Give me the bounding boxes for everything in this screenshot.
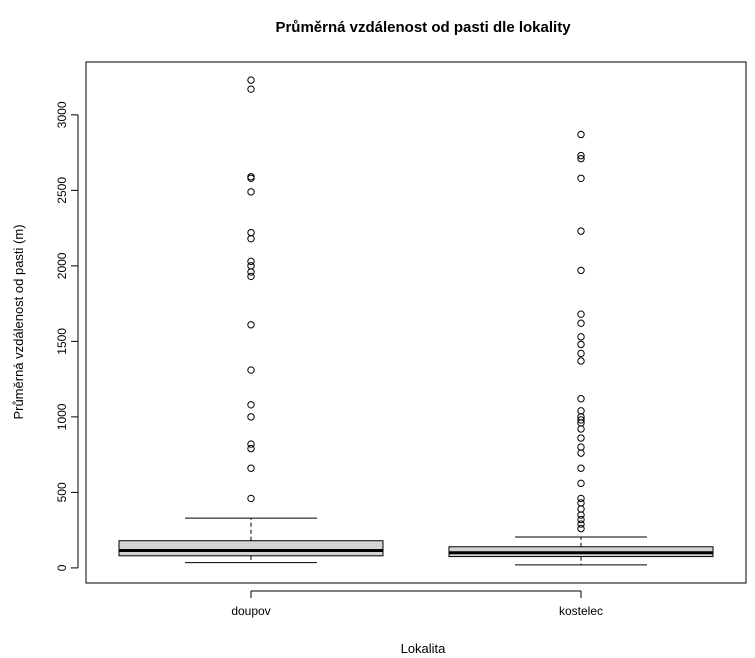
outlier-point — [577, 154, 585, 163]
outlier-point — [577, 443, 585, 451]
outlier-point — [577, 494, 585, 503]
iqr-box — [118, 540, 384, 557]
outlier-point — [577, 499, 585, 507]
y-tick-label: 3000 — [55, 101, 69, 128]
outlier-point — [577, 515, 585, 524]
outlier-point — [577, 310, 585, 318]
outlier-point — [577, 479, 585, 488]
y-tick-label: 0 — [55, 564, 69, 571]
y-tick-label: 1000 — [55, 403, 69, 430]
outlier-point — [247, 268, 255, 276]
outlier-point — [577, 130, 585, 139]
outlier-point — [247, 464, 255, 472]
outlier-point — [577, 449, 585, 457]
outlier-point — [247, 444, 255, 453]
outlier-point — [577, 395, 585, 403]
y-tick-label: 2000 — [55, 252, 69, 279]
y-tick-label: 1500 — [55, 328, 69, 355]
outlier-point — [577, 174, 585, 182]
plot-frame — [85, 61, 747, 584]
outlier-point — [247, 413, 255, 421]
box-group-kostelec — [448, 130, 714, 566]
y-axis-label: Průměrná vzdálenost od pasti (m) — [11, 224, 26, 419]
outlier-point — [247, 257, 255, 266]
outlier-point — [577, 520, 585, 528]
outlier-point — [247, 262, 255, 270]
outlier-point — [577, 333, 585, 341]
outlier-point — [247, 85, 255, 93]
boxes — [118, 76, 714, 566]
outlier-point — [247, 401, 255, 409]
outlier-point — [247, 234, 255, 243]
outlier-point — [247, 366, 255, 374]
x-tick-label: kostelec — [559, 604, 603, 618]
outlier-point — [577, 319, 585, 327]
outlier-point — [577, 340, 585, 349]
outlier-point — [577, 357, 585, 365]
x-tick-label: doupov — [231, 604, 270, 618]
chart-title: Průměrná vzdálenost od pasti dle lokalit… — [275, 19, 571, 36]
y-tick-label: 500 — [55, 482, 69, 502]
outlier-point — [247, 494, 255, 503]
outlier-point — [247, 173, 255, 181]
outlier-point — [247, 76, 255, 84]
outlier-point — [577, 464, 585, 472]
outlier-point — [577, 425, 585, 433]
outlier-point — [577, 416, 585, 424]
x-axis-label: Lokalita — [401, 641, 447, 656]
box-group-doupov — [118, 76, 384, 564]
outlier-point — [577, 151, 585, 160]
outlier-point — [247, 228, 255, 237]
y-axis: 0 500 1000 1500 2000 2500 3000 — [55, 101, 79, 571]
outlier-point — [577, 524, 585, 533]
y-tick-label: 2500 — [55, 177, 69, 204]
outlier-point — [577, 266, 585, 275]
outlier-point — [577, 434, 585, 442]
outlier-point — [247, 440, 255, 448]
outlier-point — [247, 321, 255, 329]
x-axis: doupov kostelec — [231, 590, 603, 618]
outlier-point — [577, 349, 585, 358]
outlier-point — [247, 272, 255, 281]
outlier-point — [577, 227, 585, 235]
outlier-point — [577, 511, 585, 519]
outlier-point — [577, 407, 585, 415]
outlier-point — [247, 188, 255, 196]
outlier-point — [577, 505, 585, 513]
